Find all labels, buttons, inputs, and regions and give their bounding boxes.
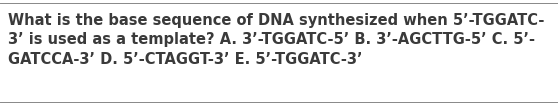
Text: What is the base sequence of DNA synthesized when 5’-TGGATC-
3’ is used as a tem: What is the base sequence of DNA synthes… [8, 13, 544, 67]
